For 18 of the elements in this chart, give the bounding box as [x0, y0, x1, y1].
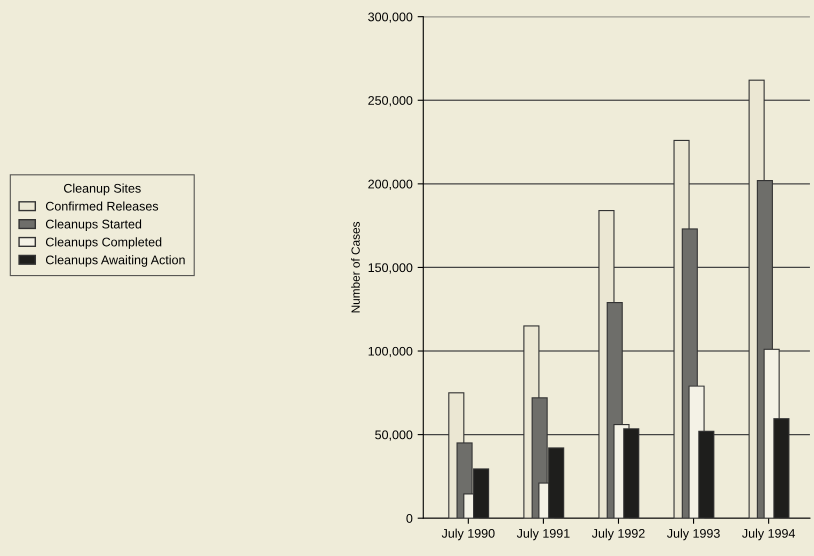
y-tick-label: 250,000 [368, 96, 412, 106]
x-tick-label: July 1991 [516, 528, 570, 540]
x-tick-label: July 1990 [442, 528, 495, 540]
x-tick-label: July 1993 [667, 528, 720, 540]
legend-label: Cleanups Completed [46, 237, 162, 249]
y-tick-label: 100,000 [368, 346, 412, 358]
y-tick-label: 50,000 [375, 430, 412, 441]
legend-label: Confirmed Releases [46, 201, 158, 211]
y-tick-label: 300,000 [368, 12, 412, 23]
legend-title: Cleanup Sites [64, 184, 141, 196]
x-tick-label: July 1992 [592, 528, 645, 540]
y-tick-label: 0 [406, 514, 412, 523]
legend-label: Cleanups Started [46, 219, 142, 232]
y-tick-label: 200,000 [368, 180, 412, 190]
y-axis-title: Number of Cases [351, 222, 360, 312]
y-tick-label: 150,000 [368, 263, 412, 274]
x-tick-label: July 1994 [742, 528, 796, 540]
legend-label: Cleanups Awaiting Action [46, 255, 185, 267]
